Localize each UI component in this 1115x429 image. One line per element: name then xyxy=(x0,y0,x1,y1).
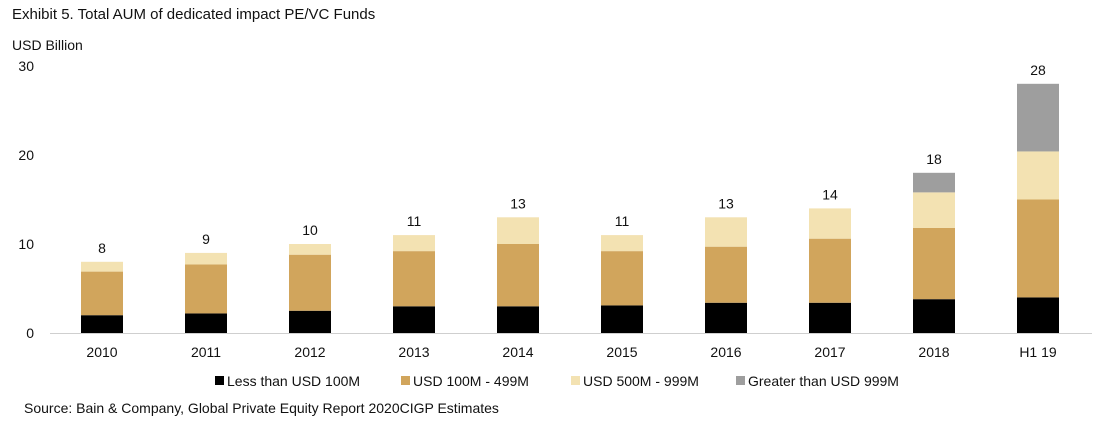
bar-segment-2013-usd-500m-999m xyxy=(393,235,435,252)
y-tick-label-10: 10 xyxy=(18,236,34,252)
total-labels: 8 9 10 11 13 11 13 14 18 28 xyxy=(98,62,1046,256)
legend-swatch-greater-than-usd-999m xyxy=(736,376,745,385)
bar-segment-2012-usd-500m-999m xyxy=(289,244,331,255)
bars xyxy=(81,83,1059,333)
bar-segment-2014-less-than-usd-100m xyxy=(497,306,539,333)
bar-segment-2013-usd-100m-499m xyxy=(393,251,435,307)
bar-segment-h1-19-greater-than-usd-999m xyxy=(1017,83,1059,152)
x-tick-label-2017: 2017 xyxy=(814,344,845,360)
x-tick-label-2014: 2014 xyxy=(502,344,533,360)
bar-segment-2018-usd-500m-999m xyxy=(913,192,955,228)
x-tick-label-2011: 2011 xyxy=(191,344,221,360)
bar-segment-h1-19-usd-500m-999m xyxy=(1017,151,1059,200)
bar-segment-2018-usd-100m-499m xyxy=(913,227,955,300)
total-label-2014: 13 xyxy=(510,195,526,211)
bar-segment-2016-usd-100m-499m xyxy=(705,246,747,303)
bar-segment-2014-usd-500m-999m xyxy=(497,217,539,244)
bar-segment-h1-19-less-than-usd-100m xyxy=(1017,297,1059,333)
chart-title: Exhibit 5. Total AUM of dedicated impact… xyxy=(12,6,376,23)
bar-segment-2010-usd-100m-499m xyxy=(81,271,123,316)
bar-segment-2010-less-than-usd-100m xyxy=(81,315,123,333)
x-tick-label-2010: 2010 xyxy=(86,344,117,360)
bar-segment-2012-usd-100m-499m xyxy=(289,254,331,311)
x-tick-label-2013: 2013 xyxy=(398,344,429,360)
total-label-2012: 10 xyxy=(302,222,318,238)
x-tick-label-2016: 2016 xyxy=(710,344,741,360)
bar-segment-2016-usd-500m-999m xyxy=(705,217,747,247)
total-label-2013: 11 xyxy=(407,213,422,229)
bar-segment-2010-usd-500m-999m xyxy=(81,261,123,272)
total-label-2016: 13 xyxy=(718,195,734,211)
x-tick-label-2012: 2012 xyxy=(294,344,325,360)
legend-label-usd-100m-499m: USD 100M - 499M xyxy=(413,373,529,389)
y-axis-unit-label: USD Billion xyxy=(12,37,83,53)
y-tick-label-30: 30 xyxy=(18,58,34,74)
x-tick-label-2015: 2015 xyxy=(606,344,637,360)
bar-segment-2013-less-than-usd-100m xyxy=(393,306,435,333)
legend-label-usd-500m-999m: USD 500M - 999M xyxy=(583,373,699,389)
bar-segment-2017-less-than-usd-100m xyxy=(809,302,851,333)
bar-segment-2018-greater-than-usd-999m xyxy=(913,172,955,193)
y-tick-label-0: 0 xyxy=(26,325,34,341)
legend-swatch-usd-500m-999m xyxy=(571,376,580,385)
bar-segment-2018-less-than-usd-100m xyxy=(913,299,955,333)
bar-segment-2012-less-than-usd-100m xyxy=(289,310,331,333)
total-label-2018: 18 xyxy=(926,151,942,167)
legend-swatch-usd-100m-499m xyxy=(401,376,410,385)
bar-segment-2017-usd-100m-499m xyxy=(809,238,851,303)
total-label-2010: 8 xyxy=(98,240,106,256)
legend: Less than USD 100M USD 100M - 499M USD 500… xyxy=(215,373,899,389)
y-tick-label-20: 20 xyxy=(18,147,34,163)
legend-swatch-less-than-usd-100m xyxy=(215,376,224,385)
bar-segment-2011-usd-100m-499m xyxy=(185,264,227,314)
bar-segment-2016-less-than-usd-100m xyxy=(705,302,747,333)
total-label-2015: 11 xyxy=(615,213,630,229)
bar-segment-2014-usd-100m-499m xyxy=(497,244,539,307)
bar-segment-h1-19-usd-100m-499m xyxy=(1017,199,1059,298)
x-axis-ticks: 2010 2011 2012 2013 2014 2015 2016 2017 2018 H1 1… xyxy=(86,344,1056,360)
total-label-2017: 14 xyxy=(822,186,838,202)
bar-segment-2011-less-than-usd-100m xyxy=(185,313,227,333)
bar-segment-2015-usd-500m-999m xyxy=(601,235,643,252)
x-tick-label-h1-19: H1 19 xyxy=(1019,344,1057,360)
legend-label-greater-than-usd-999m: Greater than USD 999M xyxy=(748,373,899,389)
x-tick-label-2018: 2018 xyxy=(918,344,949,360)
total-label-h1-19: 28 xyxy=(1030,62,1046,78)
source-note: Source: Bain & Company, Global Private E… xyxy=(24,400,499,416)
total-label-2011: 9 xyxy=(202,231,210,247)
bar-segment-2015-less-than-usd-100m xyxy=(601,305,643,333)
bar-segment-2015-usd-100m-499m xyxy=(601,251,643,306)
bar-segment-2011-usd-500m-999m xyxy=(185,252,227,265)
y-axis-ticks: 0 10 20 30 xyxy=(18,58,34,341)
bar-segment-2017-usd-500m-999m xyxy=(809,208,851,239)
legend-label-less-than-usd-100m: Less than USD 100M xyxy=(227,373,360,389)
